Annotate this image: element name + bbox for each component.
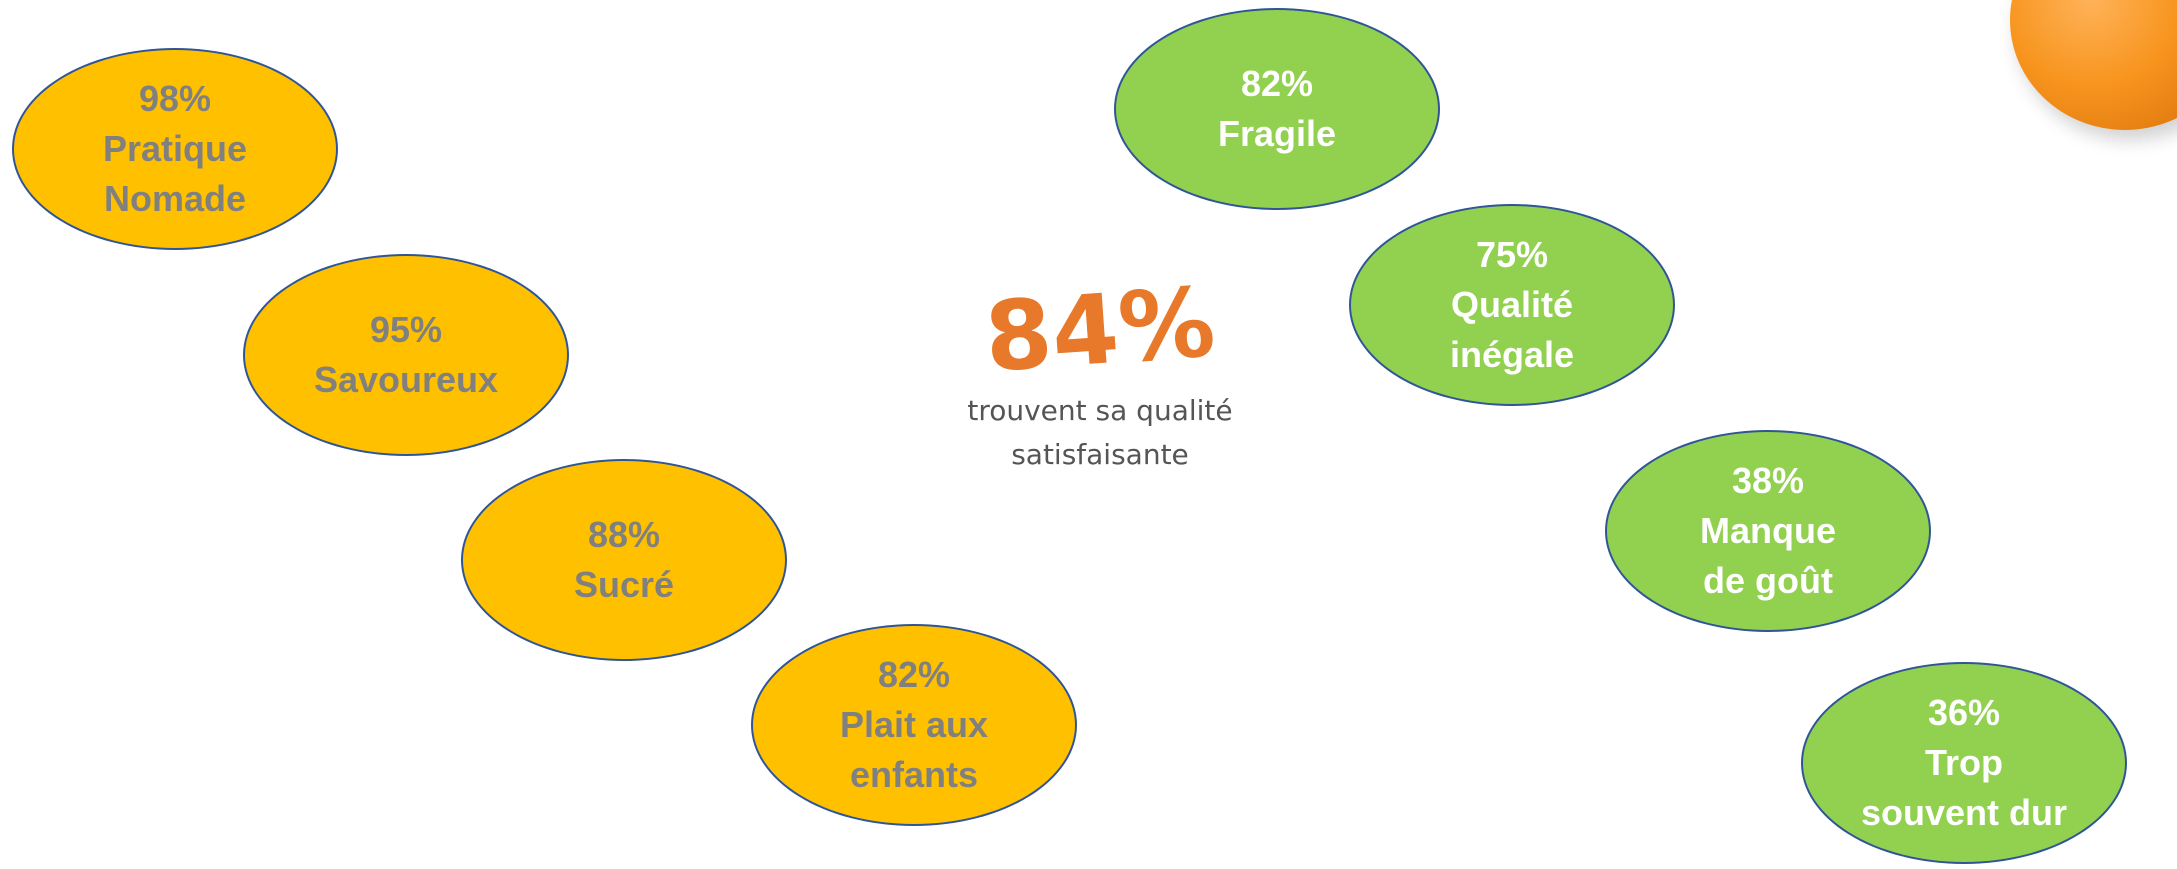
bubble-sucre: 88% Sucré — [461, 459, 787, 661]
bubble-label-line: Savoureux — [313, 359, 499, 400]
bubble-fragile: 82% Fragile — [1114, 8, 1440, 210]
center-caption-line2: satisfaisante — [1011, 438, 1189, 471]
bubble-label-line: souvent dur — [1860, 792, 2067, 833]
bubble-label-line: Fragile — [1217, 113, 1337, 154]
bubble-label-line: enfants — [849, 754, 979, 795]
bubble-label-line: Plait aux — [839, 704, 989, 745]
bubble-label-line: inégale — [1449, 334, 1575, 375]
bubble-percent: 82% — [1240, 63, 1314, 104]
bubble-percent: 95% — [369, 309, 443, 350]
center-percent: 84% — [981, 266, 1219, 394]
center-caption-line1: trouvent sa qualité — [967, 394, 1233, 427]
bubble-label-line: de goût — [1703, 560, 1833, 601]
bubble-manque-de-gout: 38% Manque de goût — [1605, 430, 1931, 632]
bubble-label-line: Trop — [1925, 742, 2003, 783]
bubble-percent: 75% — [1475, 234, 1549, 275]
bubble-percent: 38% — [1731, 460, 1805, 501]
bubble-percent: 88% — [587, 514, 661, 555]
bubble-trop-souvent-dur: 36% Trop souvent dur — [1801, 662, 2127, 864]
bubble-label-line: Nomade — [103, 178, 247, 219]
bubble-percent: 36% — [1927, 692, 2001, 733]
bubble-plait-aux-enfants: 82% Plait aux enfants — [751, 624, 1077, 826]
bubble-qualite-inegale: 75% Qualité inégale — [1349, 204, 1675, 406]
bubble-label-line: Sucré — [573, 564, 675, 605]
bubble-percent: 82% — [877, 654, 951, 695]
center-statistic: 84% trouvent sa qualité satisfaisante — [930, 266, 1270, 477]
bubble-label-line: Qualité — [1450, 284, 1574, 325]
apricot-image — [2010, 0, 2177, 130]
bubble-percent: 98% — [138, 78, 212, 119]
bubble-label-line: Pratique — [102, 128, 248, 169]
bubble-pratique-nomade: 98% Pratique Nomade — [12, 48, 338, 250]
bubble-savoureux: 95% Savoureux — [243, 254, 569, 456]
bubble-label-line: Manque — [1699, 510, 1836, 551]
